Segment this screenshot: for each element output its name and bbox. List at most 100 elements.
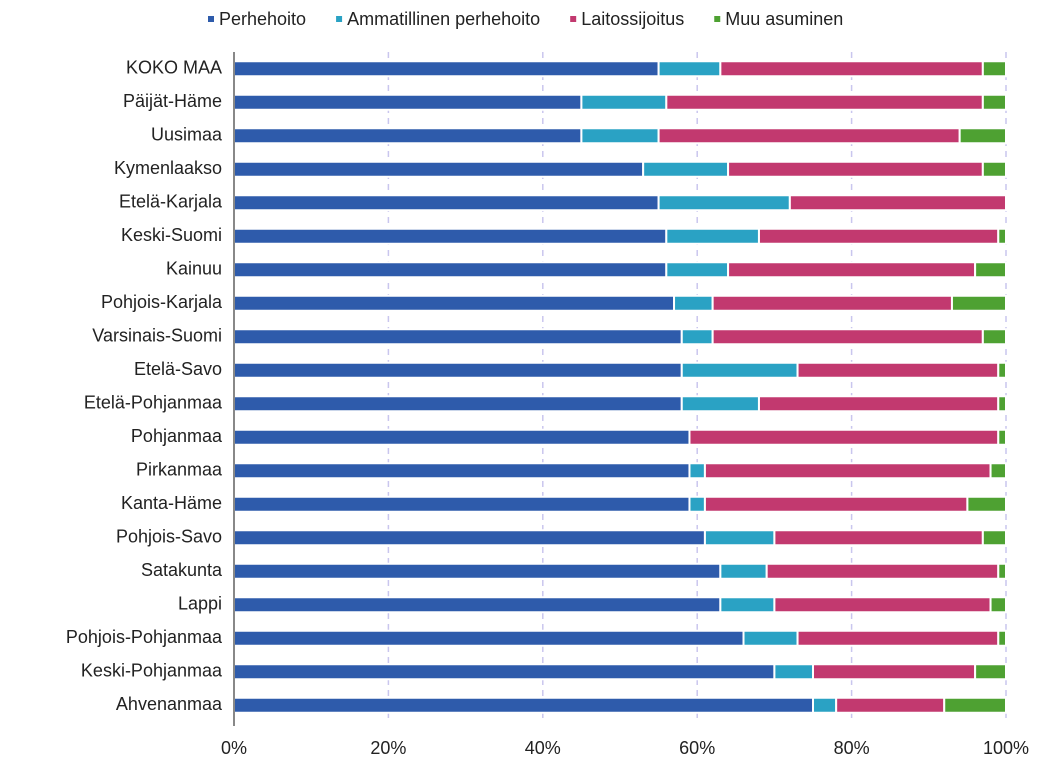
bar-segment — [688, 495, 706, 513]
bar-segment — [757, 395, 1000, 413]
bar-segment — [727, 261, 977, 279]
bar-segment — [233, 428, 691, 446]
legend-label: Perhehoito — [219, 9, 306, 29]
bar-segment — [233, 127, 583, 145]
y-tick-label: KOKO MAA — [126, 58, 222, 78]
bar-segment — [981, 328, 1008, 346]
bar-segment — [233, 60, 660, 78]
x-tick-label: 100% — [983, 738, 1029, 758]
y-tick-label: Etelä-Savo — [134, 359, 222, 379]
bar-segment — [680, 395, 760, 413]
bar-segment — [233, 227, 668, 245]
y-tick-label: Etelä-Pohjanmaa — [84, 393, 223, 413]
bar-segment — [680, 361, 799, 379]
bar-segment — [233, 328, 683, 346]
y-tick-label: Satakunta — [141, 560, 223, 580]
x-tick-label: 80% — [834, 738, 870, 758]
y-tick-label: Lappi — [178, 594, 222, 614]
bar-segment — [233, 495, 691, 513]
bar-segment — [233, 194, 660, 212]
bar-segment — [665, 227, 760, 245]
bar-segment — [835, 696, 946, 714]
bar-segment — [997, 629, 1008, 647]
x-tick-label: 0% — [221, 738, 247, 758]
y-tick-label: Pohjois-Karjala — [101, 292, 223, 312]
bar-segment — [757, 227, 1000, 245]
bar-segment — [997, 428, 1008, 446]
bar-segment — [997, 562, 1008, 580]
y-tick-label: Keski-Pohjanmaa — [81, 661, 223, 681]
bar-segment — [950, 294, 1008, 312]
legend-label: Laitossijoitus — [581, 9, 684, 29]
y-tick-label: Kanta-Häme — [121, 493, 222, 513]
bar-segment — [703, 529, 776, 547]
bar-segment — [233, 93, 583, 111]
y-tick-label: Keski-Suomi — [121, 225, 222, 245]
y-tick-label: Pirkanmaa — [136, 460, 223, 480]
y-tick-label: Varsinais-Suomi — [92, 326, 222, 346]
bar-segment — [680, 328, 714, 346]
bar-segment — [812, 663, 977, 681]
bar-segment — [981, 160, 1008, 178]
legend-swatch — [570, 16, 577, 22]
y-tick-label: Ahvenanmaa — [116, 694, 223, 714]
bar-segment — [642, 160, 730, 178]
y-tick-label: Etelä-Karjala — [119, 192, 223, 212]
bar-segment — [812, 696, 838, 714]
legend-label: Muu asuminen — [725, 9, 843, 29]
bar-segment — [958, 127, 1007, 145]
bar-segment — [673, 294, 714, 312]
bar-segment — [580, 93, 668, 111]
bar-segment — [989, 462, 1007, 480]
bar-segment — [981, 93, 1008, 111]
bar-segment — [688, 462, 706, 480]
bar-segment — [765, 562, 1000, 580]
bar-segment — [773, 529, 984, 547]
bar-segment — [657, 194, 791, 212]
bar-segment — [233, 361, 683, 379]
bar-segment — [233, 529, 706, 547]
bar-segment — [233, 696, 814, 714]
bar-segment — [742, 629, 799, 647]
bar-segment — [796, 361, 1000, 379]
y-tick-label: Päijät-Häme — [123, 91, 222, 111]
bar-segment — [233, 261, 668, 279]
bar-segment — [796, 629, 1000, 647]
legend-swatch — [336, 16, 343, 22]
bar-segment — [703, 462, 992, 480]
bar-segment — [657, 127, 961, 145]
legend-label: Ammatillinen perhehoito — [347, 9, 540, 29]
bar-segment — [788, 194, 1008, 212]
bar-segment — [943, 696, 1007, 714]
bar-segment — [233, 629, 745, 647]
bar-segment — [233, 160, 645, 178]
bar-segment — [233, 395, 683, 413]
bar-segment — [665, 93, 984, 111]
bar-segment — [974, 663, 1007, 681]
x-tick-label: 40% — [525, 738, 561, 758]
y-tick-label: Kymenlaakso — [114, 158, 222, 178]
legend-swatch — [208, 16, 214, 22]
bar-segment — [989, 596, 1007, 614]
x-tick-label: 20% — [370, 738, 406, 758]
bar-segment — [711, 294, 953, 312]
y-tick-label: Pohjanmaa — [131, 426, 223, 446]
bar-segment — [981, 529, 1008, 547]
bar-segment — [233, 663, 776, 681]
legend-swatch — [714, 16, 721, 22]
y-tick-label: Kainuu — [166, 259, 222, 279]
bar-segment — [233, 562, 722, 580]
bar-segment — [974, 261, 1007, 279]
bar-segment — [719, 562, 768, 580]
bar-segment — [703, 495, 969, 513]
bar-segment — [773, 663, 815, 681]
bar-segment — [657, 60, 722, 78]
y-tick-label: Uusimaa — [151, 125, 223, 145]
bar-segment — [997, 227, 1008, 245]
bar-segment — [711, 328, 984, 346]
y-tick-label: Pohjois-Pohjanmaa — [66, 627, 223, 647]
bar-segment — [727, 160, 984, 178]
bar-segment — [688, 428, 1000, 446]
bar-segment — [997, 395, 1008, 413]
